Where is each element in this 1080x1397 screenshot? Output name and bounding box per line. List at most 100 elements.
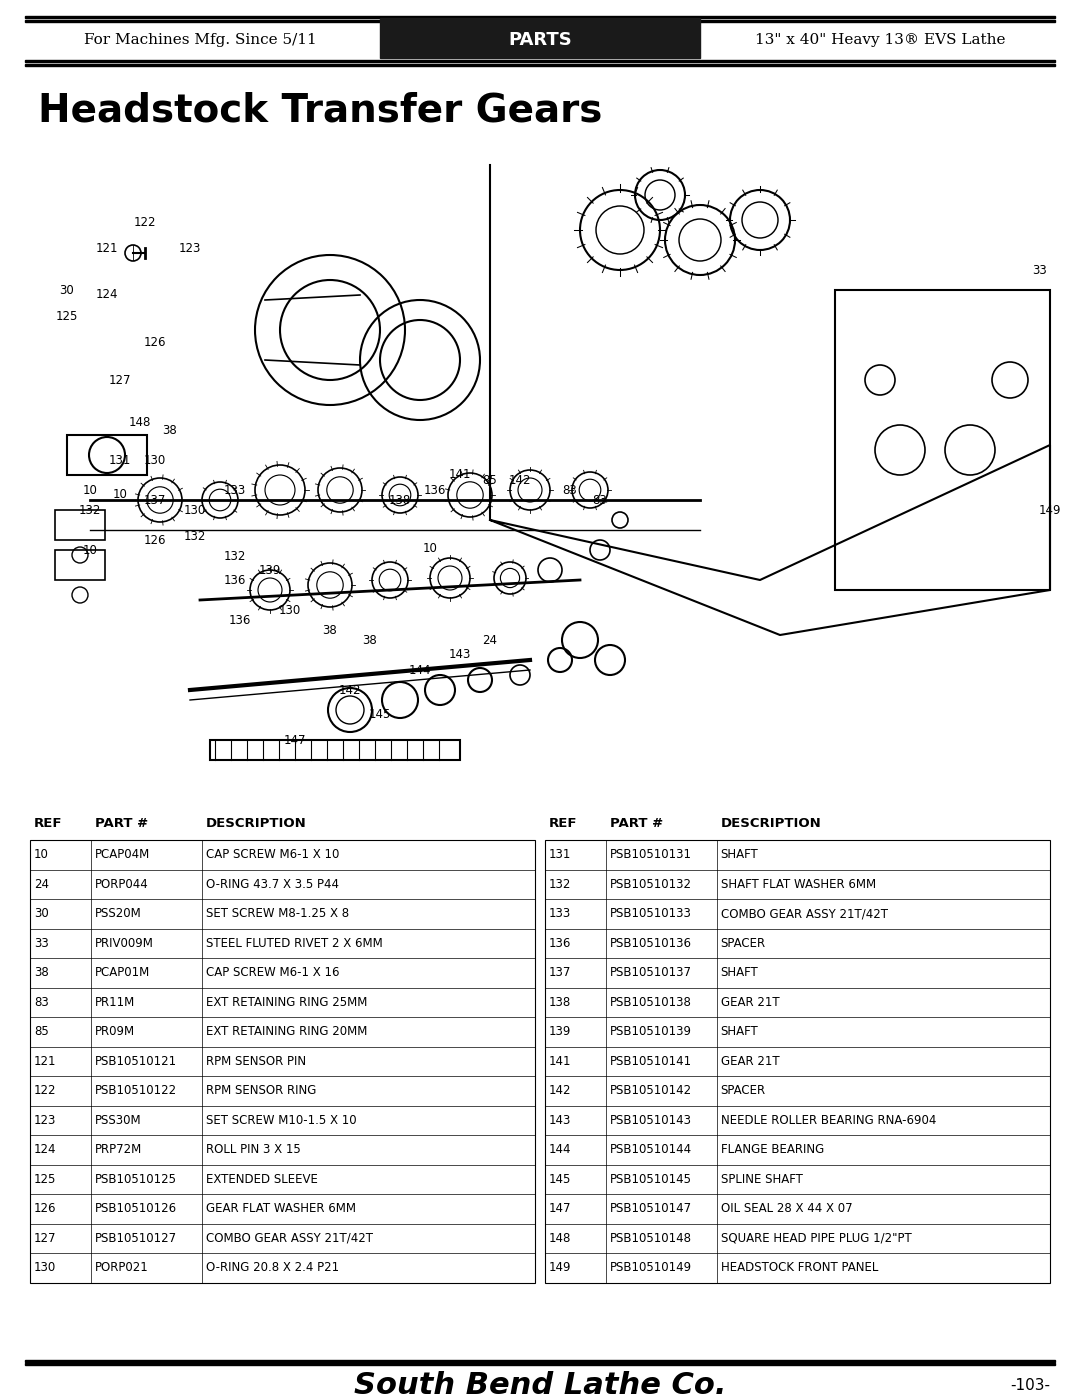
Bar	[25, 1361, 1055, 1362]
Text: 142: 142	[339, 683, 361, 697]
Text: 130: 130	[33, 1261, 56, 1274]
Text: 142: 142	[549, 1084, 571, 1097]
Bar	[25, 15, 1055, 18]
Text: PSS30M: PSS30M	[95, 1113, 141, 1127]
Text: 10: 10	[422, 542, 437, 555]
Text: -103-: -103-	[1010, 1377, 1050, 1393]
Text: PSB10510125: PSB10510125	[95, 1172, 177, 1186]
Bar	[30, 840, 535, 1282]
Text: 10: 10	[82, 483, 97, 496]
Text: PSB10510138: PSB10510138	[609, 996, 691, 1009]
Text: 122: 122	[134, 215, 157, 229]
Text: HEADSTOCK FRONT PANEL: HEADSTOCK FRONT PANEL	[720, 1261, 878, 1274]
Text: PSB10510148: PSB10510148	[609, 1232, 691, 1245]
Text: RPM SENSOR PIN: RPM SENSOR PIN	[205, 1055, 306, 1067]
Text: 137: 137	[144, 493, 166, 507]
Text: GEAR FLAT WASHER 6MM: GEAR FLAT WASHER 6MM	[205, 1203, 355, 1215]
Text: 126: 126	[33, 1203, 56, 1215]
Text: PSB10510141: PSB10510141	[609, 1055, 691, 1067]
Text: 147: 147	[549, 1203, 571, 1215]
Text: PCAP04M: PCAP04M	[95, 848, 150, 861]
Text: EXT RETAINING RING 20MM: EXT RETAINING RING 20MM	[205, 1025, 367, 1038]
Text: 38: 38	[323, 623, 337, 637]
Text: PR09M: PR09M	[95, 1025, 135, 1038]
Text: 130: 130	[184, 503, 206, 517]
Text: 136: 136	[229, 613, 252, 626]
Text: O-RING 20.8 X 2.4 P21: O-RING 20.8 X 2.4 P21	[205, 1261, 339, 1274]
Text: 127: 127	[33, 1232, 56, 1245]
Text: 83: 83	[33, 996, 49, 1009]
Text: O-RING 43.7 X 3.5 P44: O-RING 43.7 X 3.5 P44	[205, 877, 339, 891]
Text: 139: 139	[259, 563, 281, 577]
Text: PSB10510133: PSB10510133	[609, 907, 691, 921]
Text: South Bend Lathe Co.: South Bend Lathe Co.	[354, 1370, 726, 1397]
Text: SHAFT FLAT WASHER 6MM: SHAFT FLAT WASHER 6MM	[720, 877, 876, 891]
Text: 143: 143	[549, 1113, 571, 1127]
Text: PSB10510144: PSB10510144	[609, 1143, 691, 1157]
Text: 123: 123	[179, 242, 201, 254]
Text: 145: 145	[368, 708, 391, 721]
Text: 143: 143	[449, 648, 471, 662]
Text: 137: 137	[549, 967, 571, 979]
Text: RPM SENSOR RING: RPM SENSOR RING	[205, 1084, 316, 1097]
Text: STEEL FLUTED RIVET 2 X 6MM: STEEL FLUTED RIVET 2 X 6MM	[205, 937, 382, 950]
Text: PCAP01M: PCAP01M	[95, 967, 150, 979]
Text: PART #: PART #	[95, 817, 148, 830]
Text: 85: 85	[483, 474, 498, 486]
Text: 136: 136	[549, 937, 571, 950]
Text: 141: 141	[549, 1055, 571, 1067]
Text: 126: 126	[144, 534, 166, 546]
Text: 131: 131	[109, 454, 131, 467]
Bar	[380, 18, 700, 59]
Text: SQUARE HEAD PIPE PLUG 1/2"PT: SQUARE HEAD PIPE PLUG 1/2"PT	[720, 1232, 912, 1245]
Bar	[25, 20, 1055, 22]
Text: PR11M: PR11M	[95, 996, 135, 1009]
Text: 38: 38	[163, 423, 177, 436]
Text: CAP SCREW M6-1 X 16: CAP SCREW M6-1 X 16	[205, 967, 339, 979]
Text: 30: 30	[59, 284, 75, 296]
Text: 144: 144	[408, 664, 431, 676]
Text: ROLL PIN 3 X 15: ROLL PIN 3 X 15	[205, 1143, 300, 1157]
Text: REF: REF	[549, 817, 578, 830]
Text: 83: 83	[563, 483, 578, 496]
Text: DESCRIPTION: DESCRIPTION	[205, 817, 307, 830]
Text: 121: 121	[96, 242, 118, 254]
Text: SPACER: SPACER	[720, 937, 766, 950]
Text: 133: 133	[549, 907, 571, 921]
Text: 147: 147	[284, 733, 307, 746]
Bar	[545, 840, 1050, 1282]
Text: 132: 132	[549, 877, 571, 891]
Text: 130: 130	[144, 454, 166, 467]
Text: 127: 127	[109, 373, 132, 387]
Text: PSB10510137: PSB10510137	[609, 967, 691, 979]
Text: 83: 83	[593, 493, 607, 507]
Text: REF: REF	[33, 817, 63, 830]
Text: PSB10510143: PSB10510143	[609, 1113, 691, 1127]
Text: PRIV009M: PRIV009M	[95, 937, 153, 950]
Text: PSB10510147: PSB10510147	[609, 1203, 691, 1215]
Text: 124: 124	[96, 289, 118, 302]
Text: SPACER: SPACER	[720, 1084, 766, 1097]
Text: PARTS: PARTS	[508, 31, 572, 49]
Text: PSB10510127: PSB10510127	[95, 1232, 177, 1245]
Text: CAP SCREW M6-1 X 10: CAP SCREW M6-1 X 10	[205, 848, 339, 861]
Text: 138: 138	[549, 996, 571, 1009]
Text: COMBO GEAR ASSY 21T/42T: COMBO GEAR ASSY 21T/42T	[205, 1232, 373, 1245]
Text: 148: 148	[129, 415, 151, 429]
Text: 149: 149	[1039, 503, 1062, 517]
Text: 132: 132	[79, 503, 102, 517]
Text: 13" x 40" Heavy 13® EVS Lathe: 13" x 40" Heavy 13® EVS Lathe	[755, 34, 1005, 47]
Text: 131: 131	[549, 848, 571, 861]
Bar	[55, 510, 105, 541]
Text: PORP021: PORP021	[95, 1261, 148, 1274]
Text: 139: 139	[549, 1025, 571, 1038]
Text: EXT RETAINING RING 25MM: EXT RETAINING RING 25MM	[205, 996, 367, 1009]
Text: PSS20M: PSS20M	[95, 907, 141, 921]
Text: 10: 10	[112, 489, 127, 502]
Text: PSB10510142: PSB10510142	[609, 1084, 691, 1097]
Text: 10: 10	[82, 543, 97, 556]
Text: COMBO GEAR ASSY 21T/42T: COMBO GEAR ASSY 21T/42T	[720, 907, 888, 921]
Text: 125: 125	[56, 310, 78, 323]
Text: 10: 10	[33, 848, 49, 861]
Text: PSB10510122: PSB10510122	[95, 1084, 177, 1097]
